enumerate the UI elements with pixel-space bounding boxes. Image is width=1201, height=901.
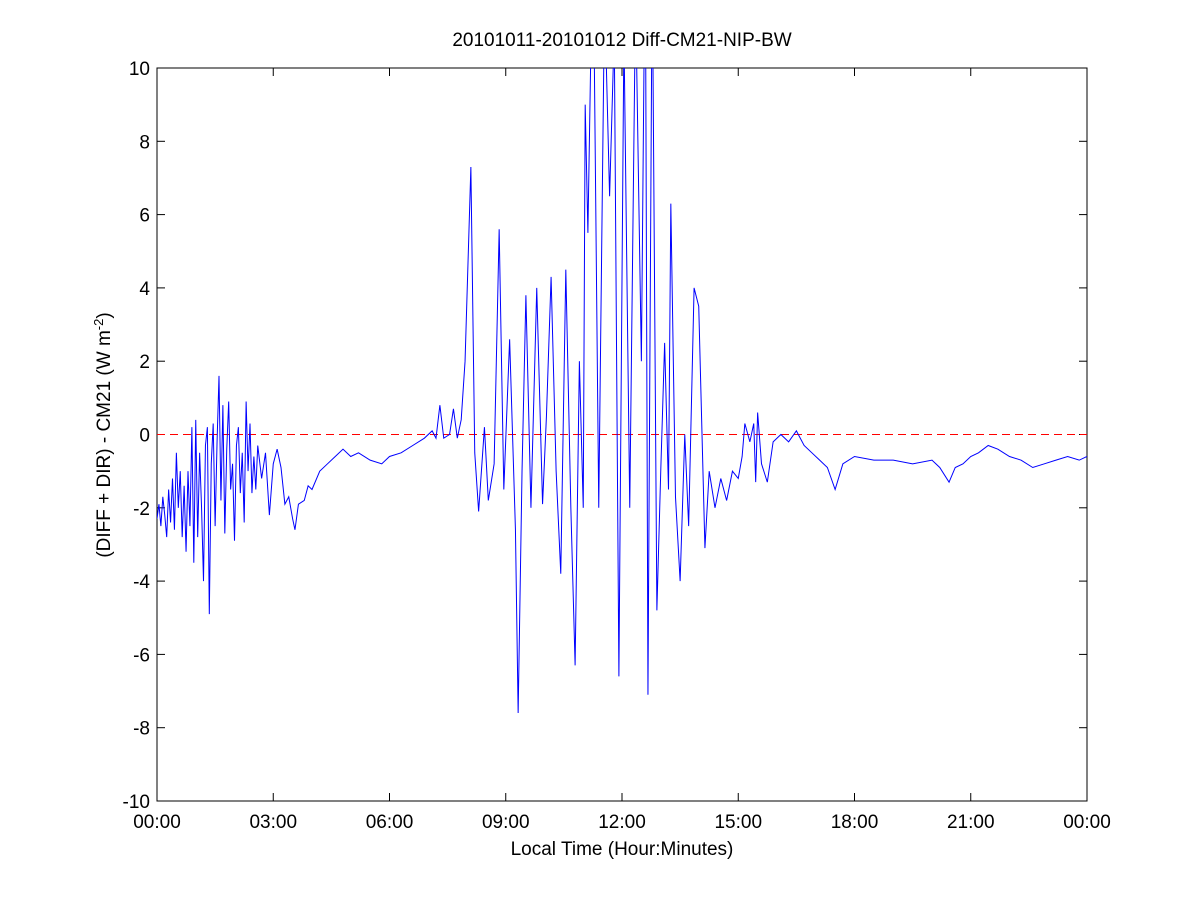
y-axis-label-suffix: ) <box>94 312 115 318</box>
y-tick-label: 8 <box>139 132 150 153</box>
y-tick-label: -8 <box>133 719 150 740</box>
x-axis-label: Local Time (Hour:Minutes) <box>511 839 734 860</box>
y-tick-label: 10 <box>129 59 150 80</box>
x-tick-label: 21:00 <box>947 812 995 833</box>
x-tick-label: 06:00 <box>366 812 414 833</box>
y-tick-label: 0 <box>139 426 150 447</box>
y-tick-label: -10 <box>123 792 150 813</box>
data-line <box>157 68 1087 714</box>
x-tick-label: 00:00 <box>1063 812 1111 833</box>
x-tick-label: 09:00 <box>482 812 530 833</box>
x-tick-label: 00:00 <box>133 812 181 833</box>
y-axis-label: (DIFF + DIR) - CM21 (W m-2) <box>91 312 116 557</box>
y-axis-label-superscript: -2 <box>91 319 106 331</box>
y-tick-label: 2 <box>139 352 150 373</box>
y-tick-label: 4 <box>139 279 150 300</box>
x-tick-label: 12:00 <box>598 812 646 833</box>
x-tick-label: 03:00 <box>249 812 297 833</box>
chart-title: 20101011-20101012 Diff-CM21-NIP-BW <box>452 30 791 51</box>
plot-area <box>156 67 1088 802</box>
y-tick-label: -2 <box>133 499 150 520</box>
x-tick-label: 18:00 <box>831 812 879 833</box>
y-tick-label: -6 <box>133 645 150 666</box>
x-tick-label: 15:00 <box>714 812 762 833</box>
y-tick-label: -4 <box>133 572 150 593</box>
y-tick-label: 6 <box>139 206 150 227</box>
y-axis-label-text: (DIFF + DIR) - CM21 (W m <box>94 330 115 557</box>
